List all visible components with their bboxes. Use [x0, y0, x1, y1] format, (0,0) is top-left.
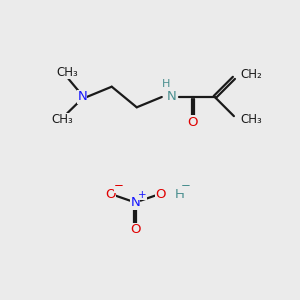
Text: CH₂: CH₂ — [240, 68, 262, 81]
Text: N: N — [130, 196, 140, 209]
Text: CH₃: CH₃ — [52, 113, 74, 127]
Text: O: O — [130, 223, 140, 236]
Text: CH₃: CH₃ — [56, 66, 78, 79]
Text: −: − — [114, 179, 124, 192]
Text: N: N — [77, 91, 87, 103]
Text: O: O — [105, 188, 116, 201]
Text: H: H — [175, 188, 184, 201]
Text: N: N — [167, 91, 177, 103]
Text: O: O — [155, 188, 166, 201]
Text: CH₃: CH₃ — [240, 113, 262, 126]
Text: O: O — [188, 116, 198, 128]
Text: −: − — [181, 179, 191, 192]
Text: +: + — [138, 190, 147, 200]
Text: H: H — [161, 79, 170, 89]
